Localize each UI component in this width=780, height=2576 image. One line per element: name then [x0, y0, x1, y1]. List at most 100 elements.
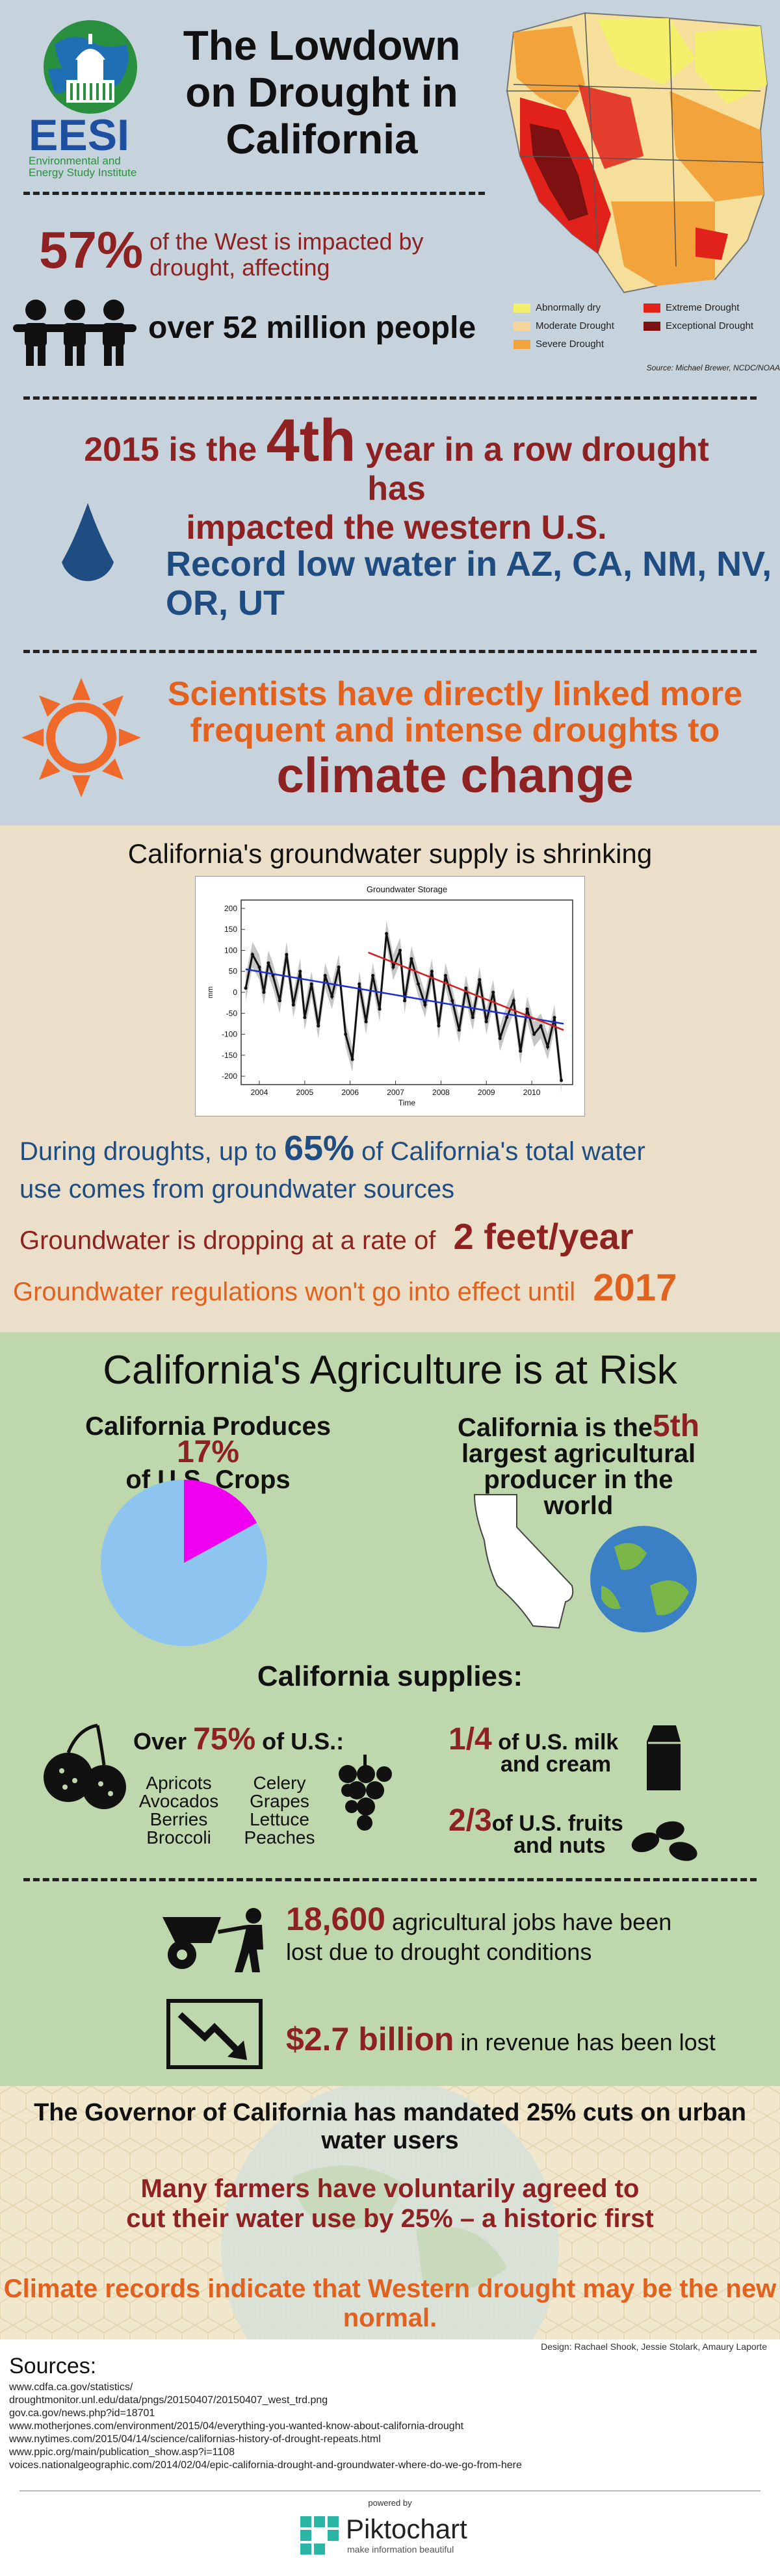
dropping-rate-text: Groundwater is dropping at a rate of 2 f…: [20, 1216, 634, 1257]
storage-point: [498, 1037, 502, 1040]
storage-point: [291, 1003, 295, 1007]
footer-section: Design: Rachael Shook, Jessie Stolark, A…: [0, 2339, 780, 2576]
source-link[interactable]: www.nytimes.com/2015/04/14/science/calif…: [9, 2434, 381, 2445]
legend-extreme: Extreme Drought: [644, 302, 780, 313]
uncertainty-band: [245, 921, 562, 1093]
jobs-lost-number: 18,600: [286, 1901, 385, 1937]
groundwater-heading: California's groundwater supply is shrin…: [127, 838, 653, 869]
source-link[interactable]: www.cdfa.ca.gov/statistics/: [9, 2382, 133, 2393]
dropping-rate-value: 2 feet/year: [453, 1216, 634, 1257]
governor-mandate: The Governor of California has mandated …: [34, 2099, 746, 2154]
trend-line-blue: [245, 968, 564, 1025]
storage-point: [519, 1049, 523, 1053]
storage-point: [364, 1020, 368, 1024]
storage-point: [410, 957, 413, 960]
storage-point: [478, 978, 482, 982]
fruits-text: 2/3of U.S. fruits and nuts: [448, 1803, 623, 1858]
y-tick-label: -100: [222, 1030, 237, 1039]
water-drop-icon: [62, 503, 114, 582]
storage-point: [262, 990, 266, 994]
x-tick-label: 2006: [341, 1088, 359, 1097]
groundwater-chart: Groundwater Storage Time mm 200 150 100 50 0 -50…: [195, 876, 585, 1116]
storage-point: [552, 1016, 556, 1020]
groundwater-chart-svg: Groundwater Storage Time mm 200 150 100 50 0 -50…: [207, 884, 573, 1107]
california-globe-icon: [473, 1494, 697, 1632]
legend-abnormally-dry: Abnormally dry: [514, 302, 637, 313]
storage-point: [450, 999, 454, 1003]
percent-west: 57%: [39, 221, 144, 279]
divider: [23, 650, 757, 653]
fourth-year-big: 4th: [266, 407, 356, 474]
regulations-text: Groundwater regulations won't go into ef…: [13, 1267, 677, 1309]
storage-point: [443, 973, 447, 977]
scientists-statement: Scientists have directly linked more fre…: [156, 676, 754, 803]
regulations-year: 2017: [593, 1267, 677, 1309]
storage-point: [298, 970, 302, 973]
storage-point: [403, 999, 407, 1003]
source-link[interactable]: droughtmonitor.unl.edu/data/pngs/2015040…: [9, 2395, 328, 2406]
globe-icon: [590, 1526, 697, 1632]
storage-point: [560, 1079, 564, 1083]
western-us-map: [506, 12, 768, 294]
y-tick-label: -50: [226, 1009, 238, 1018]
agriculture-heading: California's Agriculture is at Risk: [103, 1348, 677, 1393]
storage-point: [416, 982, 420, 986]
storage-point: [285, 953, 289, 957]
legend-exceptional: Exceptional Drought: [644, 320, 780, 331]
x-tick-label: 2009: [478, 1088, 495, 1097]
y-tick-label: 50: [229, 967, 238, 976]
jobs-lost-text: 18,600 agricultural jobs have been lost …: [286, 1901, 672, 1965]
y-tick-label: 200: [224, 904, 237, 913]
y-tick-label: -150: [222, 1051, 237, 1060]
title-line-1: The Lowdown: [183, 22, 461, 69]
storage-point: [437, 1024, 441, 1028]
legend-severe: Severe Drought: [514, 339, 637, 350]
milk-text: 1/4 of U.S. milk and cream: [448, 1722, 619, 1777]
trend-line-red: [368, 951, 564, 1031]
storage-point: [309, 982, 313, 986]
storage-point: [539, 1024, 543, 1028]
wheelbarrow-farmer-icon: [162, 1908, 263, 1972]
storage-point: [532, 1033, 536, 1037]
storage-point: [371, 973, 375, 977]
revenue-decline-icon: [166, 1999, 263, 2069]
storage-point: [303, 1016, 307, 1020]
storage-point: [358, 982, 361, 986]
storage-point: [350, 1057, 354, 1061]
eesi-subtitle-2: Energy Study Institute: [29, 166, 137, 179]
intro-section: EESI Environmental and Energy Study Inst…: [0, 0, 780, 825]
storage-point: [330, 994, 334, 998]
x-tick-label: 2008: [432, 1088, 450, 1097]
piktochart-tagline: make information beautiful: [347, 2544, 454, 2555]
map-source: Source: Michael Brewer, NCDC/NOAA: [646, 363, 780, 372]
source-link[interactable]: www.motherjones.com/environment/2015/04/…: [9, 2421, 464, 2432]
storage-point: [505, 1016, 509, 1020]
storage-point: [491, 990, 495, 994]
piktochart-logo[interactable]: Piktochart make information beautiful: [300, 2514, 495, 2559]
globe-capitol-icon: [44, 20, 137, 114]
pie-california-slice: [184, 1480, 257, 1563]
storage-point: [244, 986, 248, 990]
agriculture-section: California's Agriculture is at Risk Cali…: [0, 1332, 780, 2086]
divider: [23, 396, 757, 400]
storage-point: [378, 1007, 382, 1011]
climate-change-text: climate change: [276, 748, 634, 803]
x-tick-label: 2005: [296, 1088, 313, 1097]
source-link[interactable]: voices.nationalgeographic.com/2014/02/04…: [9, 2460, 522, 2471]
source-link[interactable]: www.ppic.org/main/publication_show.asp?i…: [9, 2447, 235, 2458]
milk-carton-icon: [647, 1725, 681, 1790]
storage-point: [385, 932, 389, 936]
storage-point: [398, 948, 402, 952]
y-tick-label: 100: [224, 946, 237, 955]
storage-point: [464, 986, 468, 990]
powered-by-label: powered by: [368, 2498, 412, 2508]
storage-point: [423, 1003, 427, 1007]
people-icon: [13, 300, 136, 366]
x-axis-label: Time: [398, 1098, 416, 1107]
sources-heading: Sources:: [9, 2354, 97, 2378]
groundwater-pct: 65%: [283, 1129, 355, 1168]
people-count: over 52 million people: [148, 311, 476, 345]
source-link[interactable]: gov.ca.gov/news.php?id=18701: [9, 2408, 155, 2419]
y-tick-label: -200: [222, 1072, 237, 1081]
revenue-lost-number: $2.7 billion: [286, 2021, 454, 2057]
